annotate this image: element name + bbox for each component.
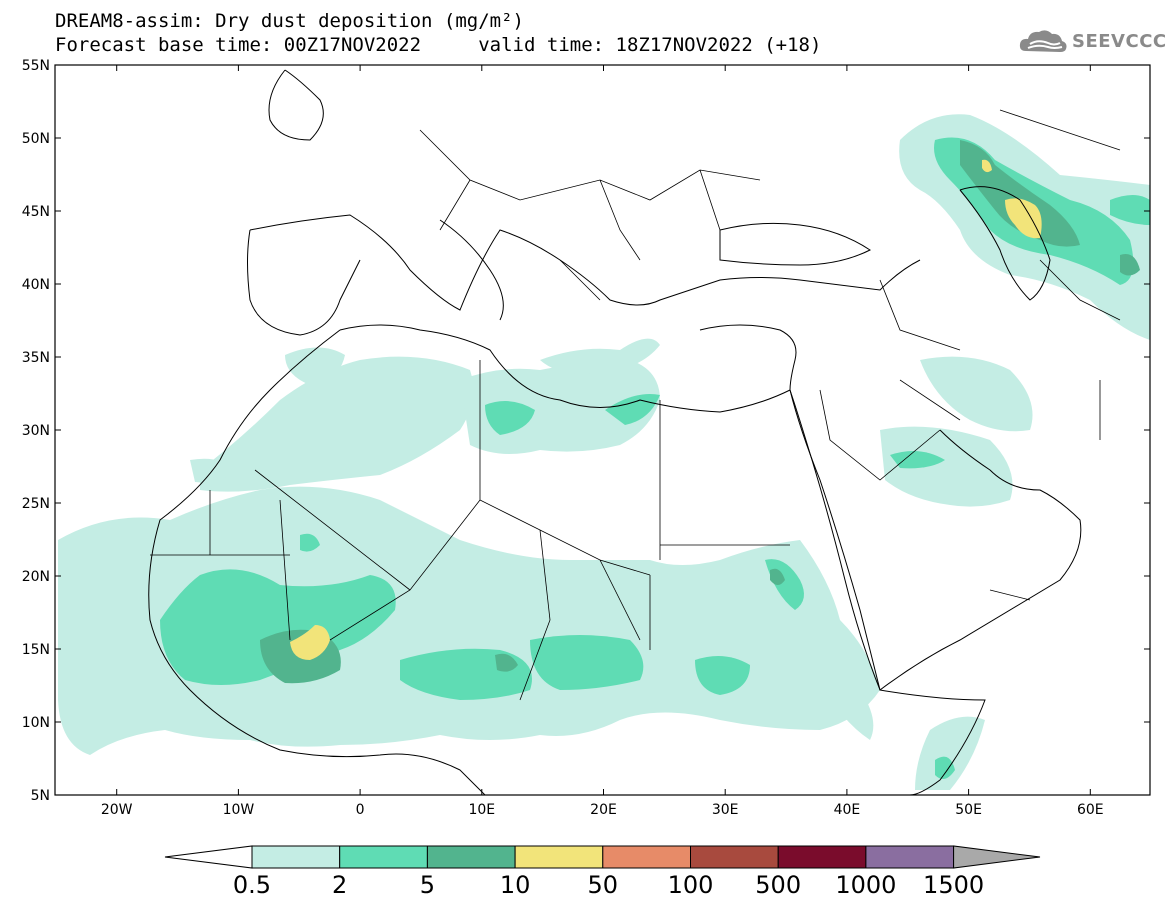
lon-label: 60E <box>1077 802 1104 818</box>
iberia-coastline <box>247 229 361 336</box>
map-title: DREAM8-assim: Dry dust deposition (mg/m²… <box>55 10 524 32</box>
colorbar-bin <box>865 845 955 869</box>
dust-deposition-field <box>58 114 1150 790</box>
dust-area-chad <box>530 635 644 690</box>
lat-label: 30N <box>22 423 50 439</box>
lon-label: 20W <box>101 802 133 818</box>
dust-area-iraq <box>920 356 1033 432</box>
colorbar-bin <box>426 845 516 869</box>
colorbar-above-arrow <box>953 845 1041 869</box>
uk-coastline <box>268 69 324 141</box>
mediterranean-east <box>699 324 797 391</box>
colorbar-bin <box>251 845 341 869</box>
dust-area-ethiopia-coast <box>935 756 955 779</box>
dust-area-tunisia-coast <box>540 338 660 374</box>
forecast-time-line: Forecast base time: 00Z17NOV2022 valid t… <box>55 34 822 56</box>
italy-coastline <box>439 219 504 321</box>
lat-label: 25N <box>22 496 50 512</box>
contour-level-4 <box>290 159 1042 660</box>
lat-label: 15N <box>22 642 50 658</box>
lat-label: 20N <box>22 569 50 585</box>
coastlines <box>148 69 1082 795</box>
dust-area-uzbek <box>1120 254 1140 276</box>
colorbar-bin <box>339 845 428 869</box>
lat-label: 35N <box>22 350 50 366</box>
lon-label: 10E <box>468 802 495 818</box>
europe-coastline <box>249 214 921 311</box>
longitude-ticks: 20W 10W 0 10E 20E 30E 40E 50E 60E <box>101 65 1104 818</box>
colorbar-below-arrow <box>164 845 253 869</box>
colorbar: 0.5 2 5 10 50 100 500 1000 1500 <box>164 845 1041 899</box>
lon-label: 50E <box>955 802 982 818</box>
latitude-ticks: 55N 50N 45N 40N 35N 30N 25N 20N 15N 10N 5N <box>22 58 1150 804</box>
colorbar-bin <box>602 845 691 869</box>
lon-label: 20E <box>590 802 617 818</box>
dust-area-niger-small <box>495 653 518 672</box>
colorbar-label: 1000 <box>835 871 896 899</box>
dust-area-libya-inner <box>485 401 535 435</box>
colorbar-label: 10 <box>500 871 531 899</box>
dust-area-mali <box>160 569 396 685</box>
lat-label: 40N <box>22 277 50 293</box>
colorbar-label: 2 <box>332 871 347 899</box>
caspian-coastline <box>959 186 1051 301</box>
border-lines <box>150 109 1121 701</box>
dust-area-sudan <box>695 656 750 695</box>
colorbar-bin <box>514 845 604 869</box>
dust-area-sudan-core <box>770 568 785 585</box>
dust-area-saudi <box>890 451 945 469</box>
colorbar-label: 5 <box>420 871 435 899</box>
dust-area-north-coast-gulf <box>1110 195 1150 225</box>
lat-label: 45N <box>22 204 50 220</box>
dust-area-kazakh-peak <box>1005 198 1042 239</box>
dust-area-somalia <box>915 716 985 790</box>
dust-area-sahel <box>58 486 880 755</box>
black-sea-coastline <box>719 222 871 266</box>
lon-label: 10W <box>223 802 255 818</box>
dust-area-algeria <box>200 356 474 492</box>
lon-label: 40E <box>834 802 861 818</box>
colorbar-label: 500 <box>755 871 801 899</box>
colorbar-label: 50 <box>588 871 619 899</box>
lat-label: 50N <box>22 131 50 147</box>
lat-label: 10N <box>22 715 50 731</box>
lon-label: 0 <box>356 802 365 818</box>
lon-label: 30E <box>712 802 739 818</box>
lat-label: 5N <box>31 788 50 804</box>
dust-area-arabia <box>880 426 1013 507</box>
logo-text: SEEVCCC <box>1072 30 1165 52</box>
colorbar-bin <box>777 845 867 869</box>
country-borders <box>150 109 1121 701</box>
dust-area-mauritania <box>300 533 320 552</box>
seevccc-logo: SEEVCCC <box>1018 26 1165 56</box>
colorbar-label: 0.5 <box>233 871 271 899</box>
dust-area-burkina-peak <box>290 625 330 660</box>
colorbar-label: 100 <box>668 871 714 899</box>
colorbar-label: 1500 <box>923 871 984 899</box>
arabia-coastline <box>789 389 1082 691</box>
dust-area-kazakh-peak-2 <box>982 159 992 173</box>
colorbar-bin <box>690 845 779 869</box>
dust-area-morocco <box>285 347 345 385</box>
cloud-icon <box>1019 30 1067 52</box>
lat-label: 55N <box>22 58 50 74</box>
